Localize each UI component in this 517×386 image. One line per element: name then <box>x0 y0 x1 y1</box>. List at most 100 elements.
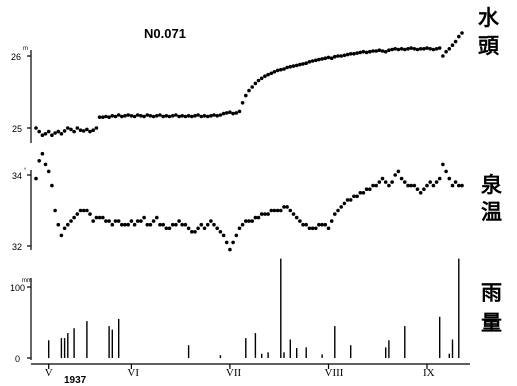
spring-temp-point <box>170 222 175 227</box>
spring-temp-point <box>342 201 347 206</box>
water-head-point <box>135 113 140 117</box>
water-head-point <box>275 68 280 73</box>
water-head-point <box>307 60 312 64</box>
water-head-point <box>345 52 350 57</box>
spring-temp-point <box>377 180 382 184</box>
water-head-point <box>383 49 388 54</box>
spring-temp-point <box>374 183 379 188</box>
spring-temp-point <box>66 222 70 227</box>
spring-temp-point <box>307 226 312 231</box>
spring-temp-point <box>425 183 429 188</box>
spring-temp-point <box>240 222 245 227</box>
rainfall-bar <box>73 328 75 358</box>
spring-temp-point <box>244 219 248 223</box>
rainfall-bar <box>283 352 285 358</box>
rainfall-tick-label-100: 100 <box>10 283 25 293</box>
spring-temp-point <box>298 219 302 223</box>
water-head-point <box>304 61 309 65</box>
water-head-point <box>212 113 216 117</box>
spring-temp-point <box>186 226 191 231</box>
rainfall-bar <box>86 321 88 358</box>
month-label: VII <box>226 367 242 379</box>
spring-temp-point <box>294 215 299 220</box>
rainfall-bar <box>187 345 190 358</box>
water-head-point <box>209 114 213 118</box>
spring-temp-panel: 34 ° 32 泉 温 <box>12 151 503 252</box>
spring-temp-point <box>46 169 51 174</box>
rainfall-bar <box>458 258 460 358</box>
rainfall-bar <box>334 326 336 358</box>
spring-temp-point <box>412 183 417 188</box>
spring-temp-unit: ° <box>24 168 27 174</box>
rainfall-bars <box>48 258 460 359</box>
water-head-point <box>40 133 45 137</box>
rainfall-unit: mm <box>22 278 32 284</box>
spring-temp-point <box>320 222 324 227</box>
spring-temp-point <box>253 215 258 220</box>
rainfall-bar <box>48 340 50 359</box>
water-head-point <box>409 46 413 50</box>
water-head-point <box>75 126 80 130</box>
spring-temp-point <box>209 219 213 223</box>
spring-temp-point <box>62 226 67 231</box>
rainfall-panel: 100 mm 0 雨 量 <box>10 258 502 364</box>
spring-temp-point <box>218 230 223 234</box>
rainfall-bar <box>439 316 441 358</box>
water-head-point <box>94 126 99 130</box>
spring-temp-point <box>88 212 92 216</box>
spring-temp-point <box>441 162 445 167</box>
spring-temp-point <box>180 222 184 227</box>
spring-temp-point <box>409 183 413 188</box>
spring-temp-point <box>145 222 150 227</box>
water-head-point <box>129 114 134 118</box>
rainfall-bar <box>67 333 69 358</box>
water-head-point <box>193 114 197 118</box>
water-head-point <box>224 111 229 115</box>
water-head-point <box>126 113 130 117</box>
spring-temp-point <box>250 219 254 223</box>
water-head-point <box>253 81 258 86</box>
spring-temp-point <box>81 208 86 213</box>
water-head-point <box>422 47 426 51</box>
spring-temp-point <box>193 230 197 234</box>
spring-temp-point <box>422 187 426 191</box>
water-head-point <box>37 129 41 134</box>
spring-temp-point <box>101 215 105 220</box>
spring-temp-point <box>135 219 140 223</box>
water-head-point <box>333 54 337 59</box>
water-head-point <box>66 126 70 130</box>
water-head-point <box>434 47 439 51</box>
water-head-point <box>390 47 394 52</box>
water-head-point <box>377 48 382 52</box>
spring-temp-point <box>205 222 210 227</box>
water-head-point <box>288 65 293 69</box>
water-head-point <box>453 39 458 44</box>
spring-temp-point <box>113 219 118 223</box>
spring-temp-point <box>126 222 130 227</box>
water-head-point <box>431 47 436 52</box>
month-label: IX <box>423 367 435 379</box>
rainfall-bar <box>280 258 282 358</box>
spring-temp-point <box>368 187 372 191</box>
water-head-point <box>269 71 274 76</box>
water-head-point <box>266 72 270 77</box>
spring-temp-point <box>282 205 286 209</box>
spring-temp-point <box>387 183 391 188</box>
water-head-point <box>145 113 150 117</box>
spring-temp-point <box>383 180 388 184</box>
water-head-point <box>237 109 242 114</box>
water-head-point <box>202 114 207 118</box>
water-head-point <box>326 55 331 60</box>
water-head-points <box>34 31 464 137</box>
water-head-point <box>342 53 347 58</box>
spring-temp-point <box>164 226 169 231</box>
spring-temp-point <box>310 226 315 231</box>
water-head-point <box>59 132 64 136</box>
water-head-point <box>364 50 369 55</box>
spring-temp-point <box>50 183 54 188</box>
spring-temp-point <box>393 173 398 177</box>
water-head-point <box>314 58 318 63</box>
rainfall-bar <box>385 347 387 358</box>
spring-temp-point <box>352 194 356 199</box>
spring-temp-point <box>148 222 153 227</box>
